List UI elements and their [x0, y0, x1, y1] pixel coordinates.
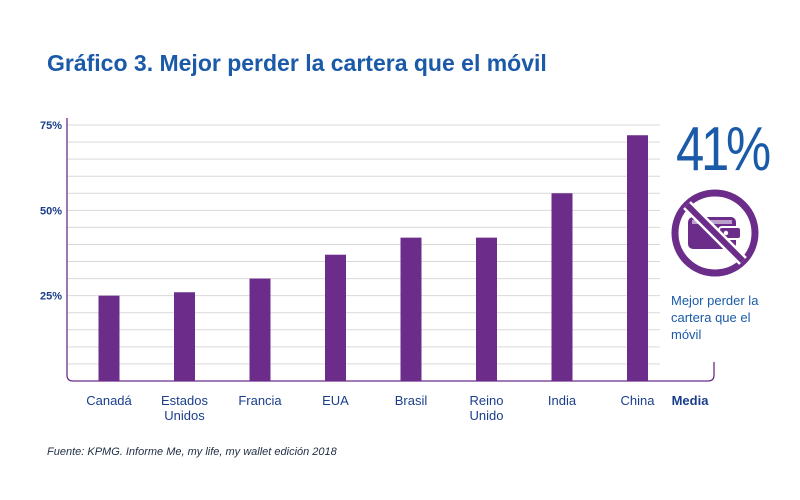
bar — [249, 278, 271, 381]
x-tick-label: Canadá — [86, 393, 132, 408]
bar — [551, 193, 573, 381]
x-tick-label: Unidos — [164, 408, 205, 423]
bars — [98, 135, 648, 381]
source-note: Fuente: KPMG. Informe Me, my life, my wa… — [47, 446, 337, 458]
y-tick-label: 50% — [40, 205, 62, 217]
bar — [98, 295, 120, 381]
x-tick-label: EUA — [322, 393, 349, 408]
x-tick-label: China — [621, 393, 656, 408]
bar — [400, 237, 422, 381]
axis-frame — [66, 118, 715, 382]
summary-value: 41% — [676, 115, 771, 184]
bar — [627, 135, 648, 381]
summary-caption: Mejor perder la cartera que el móvil — [671, 293, 759, 342]
y-tick-label: 25% — [40, 291, 62, 303]
x-tick-label: Estados — [161, 393, 208, 408]
x-tick-label: Francia — [238, 393, 282, 408]
y-tick-label: 75% — [40, 120, 62, 132]
axis-line — [66, 118, 715, 382]
chart-title: Gráfico 3. Mejor perder la cartera que e… — [47, 50, 547, 76]
x-tick-label: Reino — [470, 393, 504, 408]
x-tick-label: Unido — [470, 408, 504, 423]
x-tick-label: Brasil — [395, 393, 428, 408]
summary-category-label: Media — [672, 393, 710, 408]
bar — [325, 254, 346, 381]
x-tick-label: India — [548, 393, 577, 408]
no-wallet-icon — [671, 189, 759, 277]
bar — [174, 292, 195, 381]
bar — [476, 237, 497, 381]
